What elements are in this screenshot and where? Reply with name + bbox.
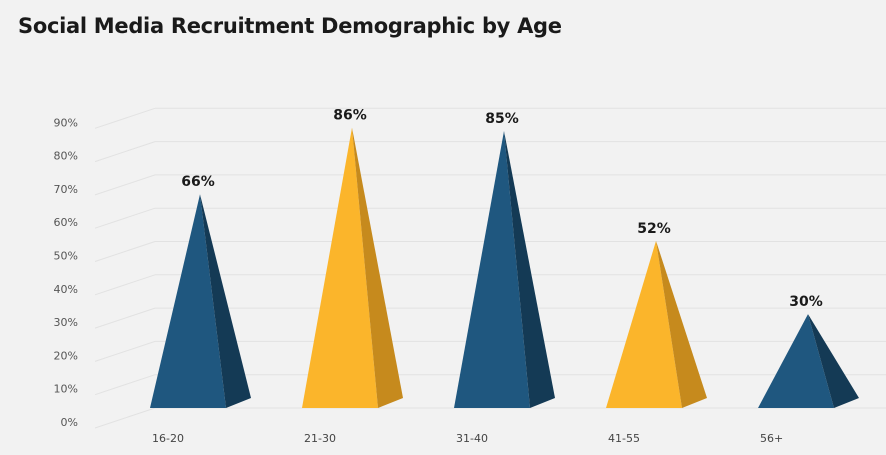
x-category-label: 41-55: [608, 432, 640, 445]
x-category-label: 16-20: [152, 432, 184, 445]
grid-line-diagonal: [94, 241, 156, 262]
grid-line-diagonal: [94, 407, 156, 429]
value-label: 86%: [333, 108, 367, 124]
y-tick-label: 60%: [54, 216, 78, 229]
pyramid-side: [200, 194, 251, 408]
y-axis-ticks: 0% 10% 20% 30% 40% 50% 60% 70% 80% 90%: [54, 116, 78, 429]
y-tick-label: 90%: [54, 116, 78, 129]
grid-line-diagonal: [94, 107, 156, 129]
pyramid-front: [150, 194, 226, 408]
value-label: 52%: [637, 221, 671, 237]
grid-line-diagonal: [94, 340, 156, 362]
x-category-label: 31-40: [456, 432, 488, 445]
y-tick-label: 50%: [54, 250, 78, 263]
pyramid-side: [352, 127, 403, 409]
pyramid-front: [606, 240, 682, 408]
value-label: 85%: [485, 111, 519, 127]
y-tick-label: 70%: [54, 183, 78, 196]
pyramid-side: [504, 130, 555, 408]
y-tick-label: 10%: [54, 383, 78, 396]
grid-line-diagonal: [94, 141, 156, 163]
pyramid-side: [808, 314, 859, 408]
pyramid-bars: [150, 127, 859, 409]
y-tick-label: 80%: [54, 150, 78, 163]
value-label: 30%: [789, 294, 823, 310]
pyramid-front: [758, 314, 834, 408]
x-axis-categories: 16-20 21-30 31-40 41-55 56+: [152, 432, 783, 445]
y-tick-label: 0%: [61, 416, 78, 429]
grid-line-diagonal: [94, 174, 156, 196]
chart-title: Social Media Recruitment Demographic by …: [18, 14, 562, 38]
value-label: 66%: [181, 174, 215, 190]
pyramid-side: [656, 240, 707, 408]
x-category-label: 56+: [760, 432, 783, 445]
grid-line-diagonal: [94, 307, 156, 329]
grid-line-diagonal: [94, 374, 156, 396]
grid-line-diagonal: [94, 207, 156, 229]
y-tick-label: 40%: [54, 283, 78, 296]
pyramid-front: [454, 130, 530, 408]
grid-line-diagonal: [94, 274, 156, 296]
y-tick-label: 30%: [54, 316, 78, 329]
pyramid-front: [302, 127, 378, 409]
value-labels: 66% 86% 85% 52% 30%: [181, 108, 823, 310]
x-category-label: 21-30: [304, 432, 336, 445]
y-tick-label: 20%: [54, 349, 78, 362]
